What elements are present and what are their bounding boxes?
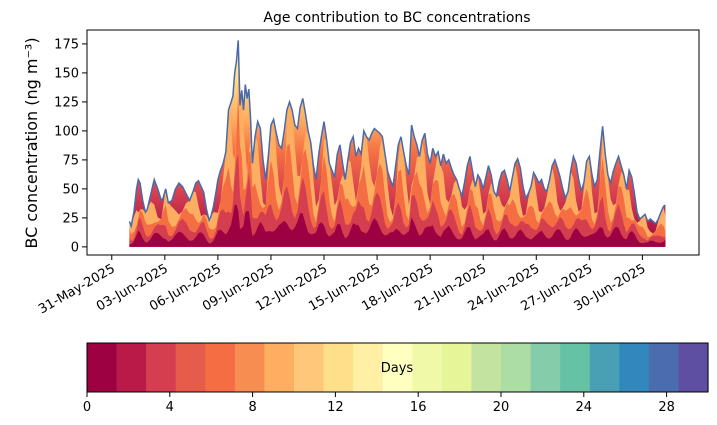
colorbar-tick-label: 12 — [327, 400, 344, 415]
y-tick-label: 0 — [71, 240, 79, 255]
colorbar-cell — [323, 343, 354, 392]
y-tick-label: 175 — [54, 37, 79, 52]
colorbar-cell — [116, 343, 147, 392]
colorbar-ticks: 0 4 8 12 16 20 24 28 — [83, 392, 675, 415]
plot-frame — [86, 29, 700, 256]
colorbar-cell — [530, 343, 561, 392]
colorbar-tick-label: 24 — [576, 400, 593, 415]
colorbar-tick-label: 8 — [248, 400, 256, 415]
age-area-younger — [129, 96, 666, 247]
colorbar-cell — [648, 343, 680, 392]
colorbar-tick-label: 28 — [658, 400, 675, 415]
colorbar-cell — [294, 343, 325, 392]
y-axis: 0 25 50 75 100 125 150 175 — [54, 37, 87, 255]
colorbar-cell — [146, 343, 177, 392]
age-area-recent — [129, 154, 666, 247]
colorbar-cell — [87, 343, 118, 392]
y-tick-label: 125 — [54, 95, 79, 110]
colorbar-cell — [353, 343, 384, 392]
colorbar-cell — [412, 343, 443, 392]
colorbar-cell — [619, 343, 650, 392]
y-tick-label: 100 — [54, 124, 79, 139]
colorbar-label: Days — [381, 361, 414, 376]
y-tick-label: 50 — [62, 182, 79, 197]
age-area-young — [129, 74, 666, 247]
colorbar-cell — [234, 343, 266, 392]
colorbar-cell — [175, 343, 206, 392]
colorbar-tick-label: 16 — [410, 400, 427, 415]
colorbar-cell — [471, 343, 502, 392]
colorbar-cell — [589, 343, 620, 392]
colorbar-cell — [264, 343, 295, 392]
colorbar-frame — [86, 342, 709, 393]
y-axis-label: BC concentration (ng m⁻³) — [22, 37, 41, 248]
y-tick-label: 25 — [62, 211, 79, 226]
total-bc-line — [128, 40, 666, 229]
y-tick-label: 75 — [62, 153, 79, 168]
colorbar-cell — [382, 343, 413, 392]
plot-area: 0 25 50 75 100 125 150 175 31-May-202503-Jun-20… — [36, 29, 700, 317]
y-tick-label: 150 — [54, 66, 79, 81]
colorbar-cell — [441, 343, 473, 392]
colorbar-tick-label: 0 — [83, 400, 91, 415]
age-area-fresh — [129, 204, 666, 247]
colorbar-cell — [678, 343, 709, 392]
colorbar: Days 0 4 8 12 16 20 24 28 — [83, 342, 709, 415]
colorbar-tick-label: 4 — [166, 400, 174, 415]
chart-title: Age contribution to BC concentrations — [263, 10, 530, 26]
colorbar-cell — [205, 343, 236, 392]
colorbar-cell — [560, 343, 591, 392]
colorbar-tick-label: 20 — [493, 400, 510, 415]
colorbar-cell — [501, 343, 532, 392]
x-axis: 31-May-202503-Jun-202506-Jun-202509-Jun-… — [36, 255, 648, 317]
